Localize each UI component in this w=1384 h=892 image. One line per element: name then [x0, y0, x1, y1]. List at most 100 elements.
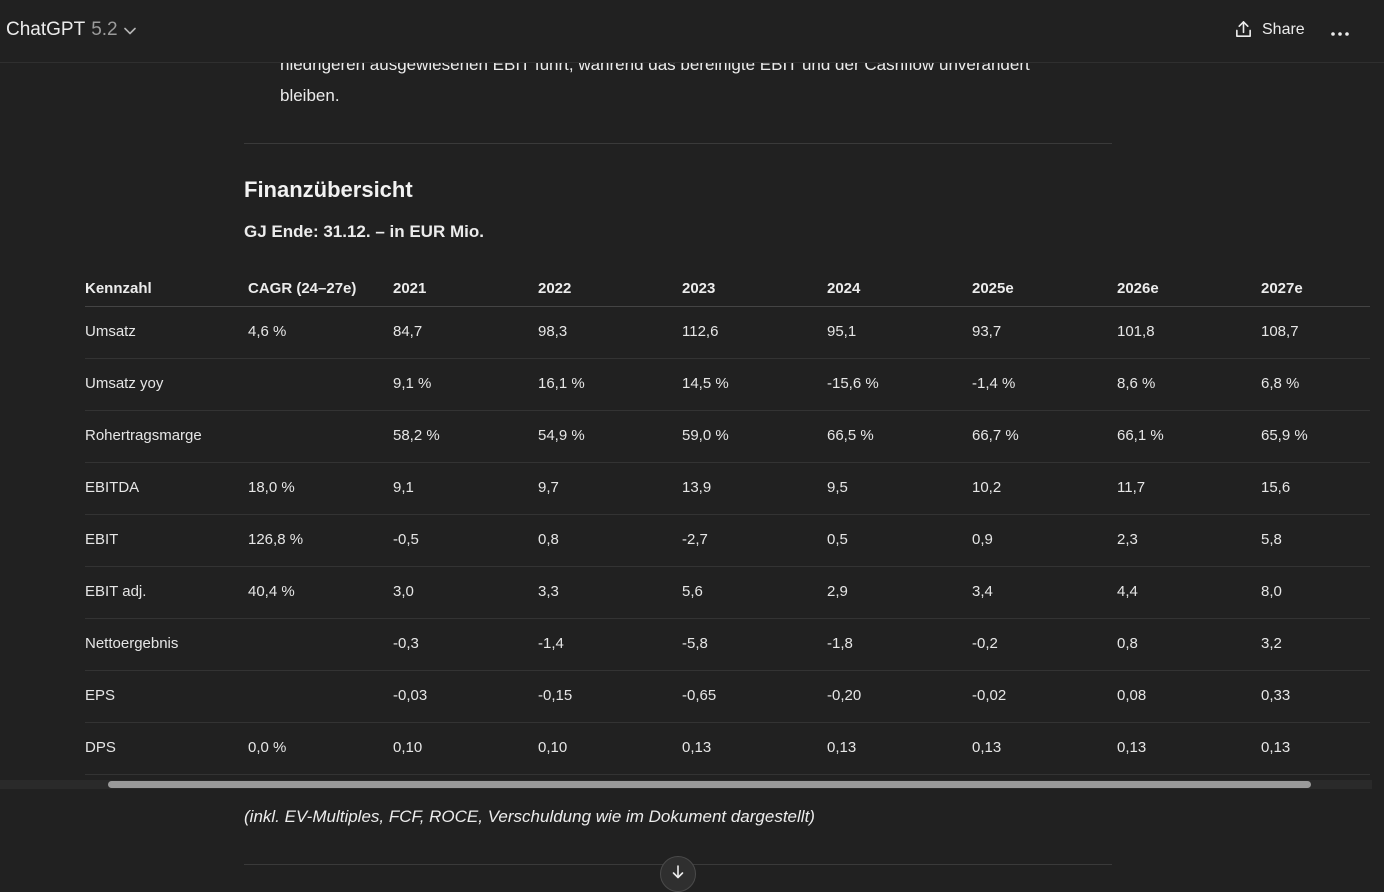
table-cell: 10,2	[972, 479, 1002, 496]
row-label: EBITDA	[85, 479, 140, 496]
top-bar: ChatGPT 5.2 Share	[0, 0, 1384, 63]
chevron-down-icon	[123, 19, 136, 41]
table-cell: 15,6	[1261, 479, 1291, 496]
divider	[244, 143, 1112, 144]
column-header: Kennzahl	[85, 280, 152, 297]
table-note: (inkl. EV-Multiples, FCF, ROCE, Verschul…	[244, 807, 815, 826]
table-header-row: Kennzahl CAGR (24–27e) 2021 2022 2023 20…	[85, 258, 1370, 307]
table-cell: 4,6 %	[248, 323, 287, 340]
row-label: Umsatz yoy	[85, 375, 164, 392]
table-cell: 93,7	[972, 323, 1002, 340]
row-label: Nettoergebnis	[85, 635, 179, 652]
table-cell: -0,02	[972, 687, 1007, 704]
table-cell: -1,8	[827, 635, 853, 652]
table-cell: 66,7 %	[972, 427, 1019, 444]
share-button[interactable]: Share	[1234, 20, 1305, 39]
table-cell: 66,1 %	[1117, 427, 1164, 444]
table-body: Umsatz 4,6 % 84,7 98,3 112,6 95,1 93,7 101,8 108…	[85, 307, 1370, 775]
table-cell: 4,4	[1117, 583, 1138, 600]
more-horizontal-icon	[1331, 32, 1349, 36]
column-header: CAGR (24–27e)	[248, 280, 357, 297]
row-label: EPS	[85, 687, 116, 704]
financial-table: Kennzahl CAGR (24–27e) 2021 2022 2023 20…	[85, 258, 1370, 775]
table-cell: 14,5 %	[682, 375, 729, 392]
table-cell: -1,4 %	[972, 375, 1016, 392]
table-cell: -1,4	[538, 635, 564, 652]
table-row: Umsatz yoy 9,1 % 16,1 % 14,5 % -15,6 % -1,4 %…	[85, 359, 1370, 411]
row-label: EBIT adj.	[85, 583, 147, 600]
model-switcher[interactable]: ChatGPT 5.2	[6, 19, 136, 41]
table-cell: 40,4 %	[248, 583, 295, 600]
table-cell: 6,8 %	[1261, 375, 1300, 392]
table-cell: -0,2	[972, 635, 998, 652]
table-cell: 126,8 %	[248, 531, 304, 548]
table-cell: 59,0 %	[682, 427, 729, 444]
column-header: 2027e	[1261, 280, 1303, 297]
table-cell: 5,8	[1261, 531, 1282, 548]
table-cell: -0,15	[538, 687, 573, 704]
more-options-button[interactable]	[1330, 24, 1350, 42]
table-cell: 112,6	[682, 323, 719, 340]
model-name: ChatGPT	[6, 19, 86, 40]
table-cell: 98,3	[538, 323, 568, 340]
table-cell: 0,9	[972, 531, 993, 548]
table-row: DPS 0,0 % 0,10 0,10 0,13 0,13 0,13 0,13 0,13	[85, 723, 1370, 775]
table-cell: 0,10	[538, 739, 568, 756]
table-row: EBITDA 18,0 % 9,1 9,7 13,9 9,5 10,2 11,7 15,6	[85, 463, 1370, 515]
table-cell: -5,8	[682, 635, 708, 652]
table-cell: 54,9 %	[538, 427, 585, 444]
table-cell: 16,1 %	[538, 375, 585, 392]
table-cell: 65,9 %	[1261, 427, 1308, 444]
table-cell: 84,7	[393, 323, 423, 340]
table-cell: 0,08	[1117, 687, 1147, 704]
share-upload-icon	[1236, 21, 1251, 37]
table-cell: 5,6	[682, 583, 703, 600]
table-row: EBIT adj. 40,4 % 3,0 3,3 5,6 2,9 3,4 4,4 8,0	[85, 567, 1370, 619]
table-cell: 0,10	[393, 739, 423, 756]
table-cell: -0,03	[393, 687, 428, 704]
table-cell: 8,0	[1261, 583, 1282, 600]
column-header: 2021	[393, 280, 427, 297]
table-cell: -2,7	[682, 531, 708, 548]
section-subheading: GJ Ende: 31.12. – in EUR Mio.	[244, 222, 484, 241]
row-label: DPS	[85, 739, 116, 756]
table-cell: 0,13	[1261, 739, 1291, 756]
table-cell: 0,13	[1117, 739, 1147, 756]
table-cell: 9,1	[393, 479, 414, 496]
horizontal-scrollbar-thumb[interactable]	[108, 781, 1311, 788]
row-label: Umsatz	[85, 323, 136, 340]
model-version: 5.2	[91, 19, 118, 40]
table-cell: -0,5	[393, 531, 419, 548]
table-cell: 0,13	[827, 739, 857, 756]
table-cell: 13,9	[682, 479, 712, 496]
scroll-to-bottom-button[interactable]	[660, 856, 696, 892]
table-row: Umsatz 4,6 % 84,7 98,3 112,6 95,1 93,7 101,8 108…	[85, 307, 1370, 359]
table-cell: 9,7	[538, 479, 559, 496]
table-cell: 2,3	[1117, 531, 1138, 548]
row-label: Rohertragsmarge	[85, 427, 202, 444]
table-cell: -0,65	[682, 687, 717, 704]
share-label: Share	[1262, 20, 1305, 38]
table-cell: 0,8	[1117, 635, 1138, 652]
table-cell: 0,0 %	[248, 739, 287, 756]
paragraph-text: bleiben.	[280, 86, 340, 105]
table-cell: 0,33	[1261, 687, 1291, 704]
table-cell: 9,5	[827, 479, 848, 496]
table-cell: 108,7	[1261, 323, 1299, 340]
row-label: EBIT	[85, 531, 119, 548]
table-row: Rohertragsmarge 58,2 % 54,9 % 59,0 % 66,5 % 6…	[85, 411, 1370, 463]
column-header: 2022	[538, 280, 572, 297]
table-cell: -15,6 %	[827, 375, 879, 392]
table-cell: 3,4	[972, 583, 993, 600]
table-cell: 0,5	[827, 531, 848, 548]
table-row: EPS -0,03 -0,15 -0,65 -0,20 -0,02 0,08 0,33	[85, 671, 1370, 723]
section-heading: Finanzübersicht	[244, 177, 413, 202]
table-row: EBIT 126,8 % -0,5 0,8 -2,7 0,5 0,9 2,3 5,8	[85, 515, 1370, 567]
table-cell: -0,3	[393, 635, 419, 652]
table-cell: 0,13	[682, 739, 712, 756]
table-cell: 2,9	[827, 583, 848, 600]
column-header: 2025e	[972, 280, 1014, 297]
table-cell: 3,0	[393, 583, 414, 600]
table-cell: -0,20	[827, 687, 862, 704]
table-cell: 3,3	[538, 583, 559, 600]
